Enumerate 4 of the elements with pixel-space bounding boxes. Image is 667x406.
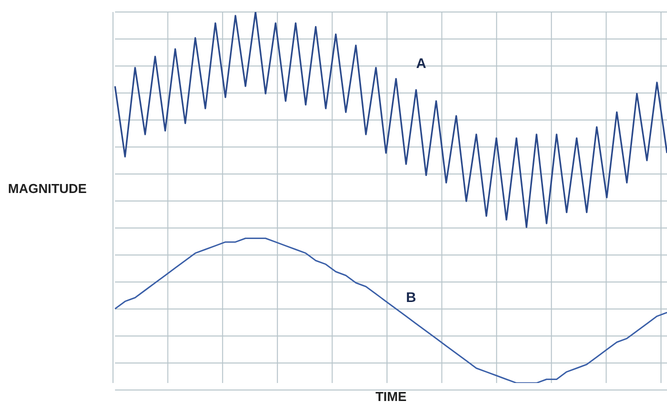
series-label: B [406,289,416,306]
x-axis-title: TIME [374,389,408,404]
series-label: A [416,54,426,71]
y-axis-title: MAGNITUDE [8,181,87,196]
